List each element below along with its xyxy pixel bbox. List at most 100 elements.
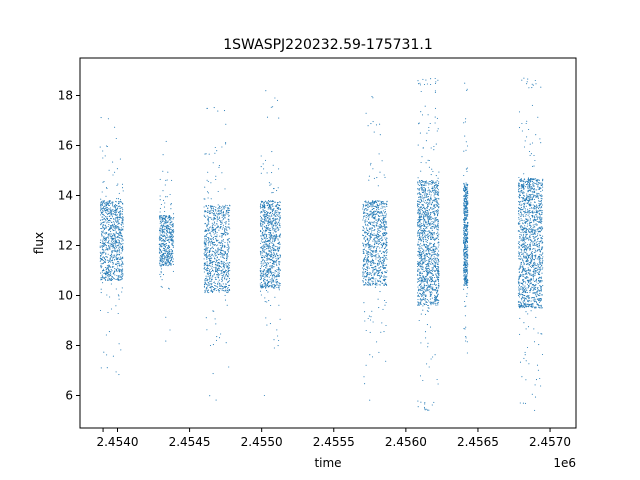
data-point bbox=[369, 274, 371, 276]
data-point bbox=[270, 273, 272, 275]
data-point bbox=[115, 213, 117, 215]
data-point bbox=[204, 266, 206, 269]
data-point bbox=[370, 284, 372, 286]
data-point bbox=[420, 111, 422, 113]
data-point bbox=[260, 285, 262, 287]
data-point bbox=[103, 214, 105, 216]
data-point bbox=[109, 258, 111, 260]
data-point bbox=[107, 236, 109, 238]
data-point bbox=[122, 238, 124, 240]
data-point bbox=[214, 287, 216, 289]
data-point bbox=[116, 275, 118, 277]
data-point bbox=[277, 215, 279, 217]
data-point bbox=[208, 240, 210, 242]
data-point bbox=[270, 242, 272, 244]
data-point bbox=[381, 322, 383, 324]
data-point bbox=[212, 237, 214, 239]
data-point bbox=[426, 235, 428, 237]
data-point bbox=[229, 209, 231, 212]
data-point bbox=[105, 237, 108, 239]
data-point bbox=[204, 240, 206, 242]
data-point bbox=[417, 301, 419, 303]
data-point bbox=[166, 262, 168, 264]
data-point bbox=[431, 267, 433, 269]
data-point bbox=[218, 229, 220, 231]
data-point bbox=[211, 253, 213, 255]
data-point bbox=[228, 211, 230, 214]
data-point bbox=[428, 280, 430, 282]
data-point bbox=[161, 242, 163, 245]
data-point bbox=[105, 269, 107, 271]
data-point bbox=[260, 155, 262, 157]
data-point bbox=[217, 261, 220, 263]
data-point bbox=[375, 219, 377, 221]
data-point bbox=[438, 254, 440, 256]
data-point bbox=[107, 213, 109, 215]
data-point bbox=[170, 228, 172, 230]
data-point bbox=[265, 274, 267, 276]
data-point bbox=[423, 232, 426, 234]
data-point bbox=[112, 202, 114, 204]
data-point bbox=[205, 242, 207, 244]
data-point bbox=[277, 211, 279, 213]
data-point bbox=[208, 279, 210, 281]
data-point bbox=[110, 241, 112, 243]
data-point bbox=[211, 279, 213, 281]
data-point bbox=[274, 250, 276, 252]
data-point bbox=[260, 286, 262, 288]
data-point bbox=[112, 210, 114, 213]
data-point bbox=[276, 190, 278, 192]
data-point bbox=[164, 250, 166, 252]
data-point bbox=[159, 217, 161, 219]
data-point bbox=[376, 273, 378, 275]
data-point bbox=[106, 222, 108, 224]
data-point bbox=[223, 264, 225, 267]
data-point bbox=[118, 242, 120, 244]
data-point bbox=[121, 275, 123, 277]
data-point bbox=[366, 227, 368, 229]
data-point bbox=[217, 208, 219, 210]
data-point bbox=[272, 212, 274, 215]
data-point bbox=[219, 244, 221, 246]
data-point bbox=[376, 243, 378, 245]
data-point bbox=[217, 225, 219, 227]
data-point bbox=[381, 226, 383, 228]
data-point bbox=[224, 221, 226, 224]
data-point bbox=[436, 187, 439, 190]
data-point bbox=[103, 227, 105, 229]
data-point bbox=[268, 203, 270, 206]
data-point bbox=[108, 201, 110, 203]
data-point bbox=[266, 213, 268, 215]
data-point bbox=[363, 257, 366, 259]
data-point bbox=[277, 335, 279, 337]
data-point bbox=[118, 232, 120, 234]
data-point bbox=[228, 274, 230, 276]
data-point bbox=[120, 256, 122, 258]
data-point bbox=[376, 240, 378, 242]
data-point bbox=[105, 195, 107, 197]
data-point bbox=[428, 251, 430, 253]
data-point bbox=[262, 272, 264, 274]
data-point bbox=[109, 246, 111, 249]
data-point bbox=[267, 200, 270, 202]
data-point bbox=[169, 222, 171, 224]
data-point bbox=[372, 270, 374, 272]
data-point bbox=[108, 228, 110, 230]
data-point bbox=[267, 262, 269, 264]
data-point bbox=[362, 252, 364, 254]
data-point bbox=[377, 212, 379, 214]
data-point bbox=[428, 126, 430, 129]
data-point bbox=[103, 351, 105, 353]
data-point bbox=[437, 231, 439, 233]
data-point bbox=[211, 250, 213, 252]
data-point bbox=[434, 197, 436, 199]
data-point bbox=[103, 202, 105, 204]
data-point bbox=[121, 183, 124, 185]
data-point bbox=[365, 255, 367, 257]
data-point bbox=[203, 242, 205, 244]
data-point bbox=[163, 230, 165, 232]
data-point bbox=[211, 267, 213, 269]
data-point bbox=[226, 233, 228, 235]
data-point bbox=[267, 263, 270, 265]
data-point bbox=[220, 271, 222, 273]
